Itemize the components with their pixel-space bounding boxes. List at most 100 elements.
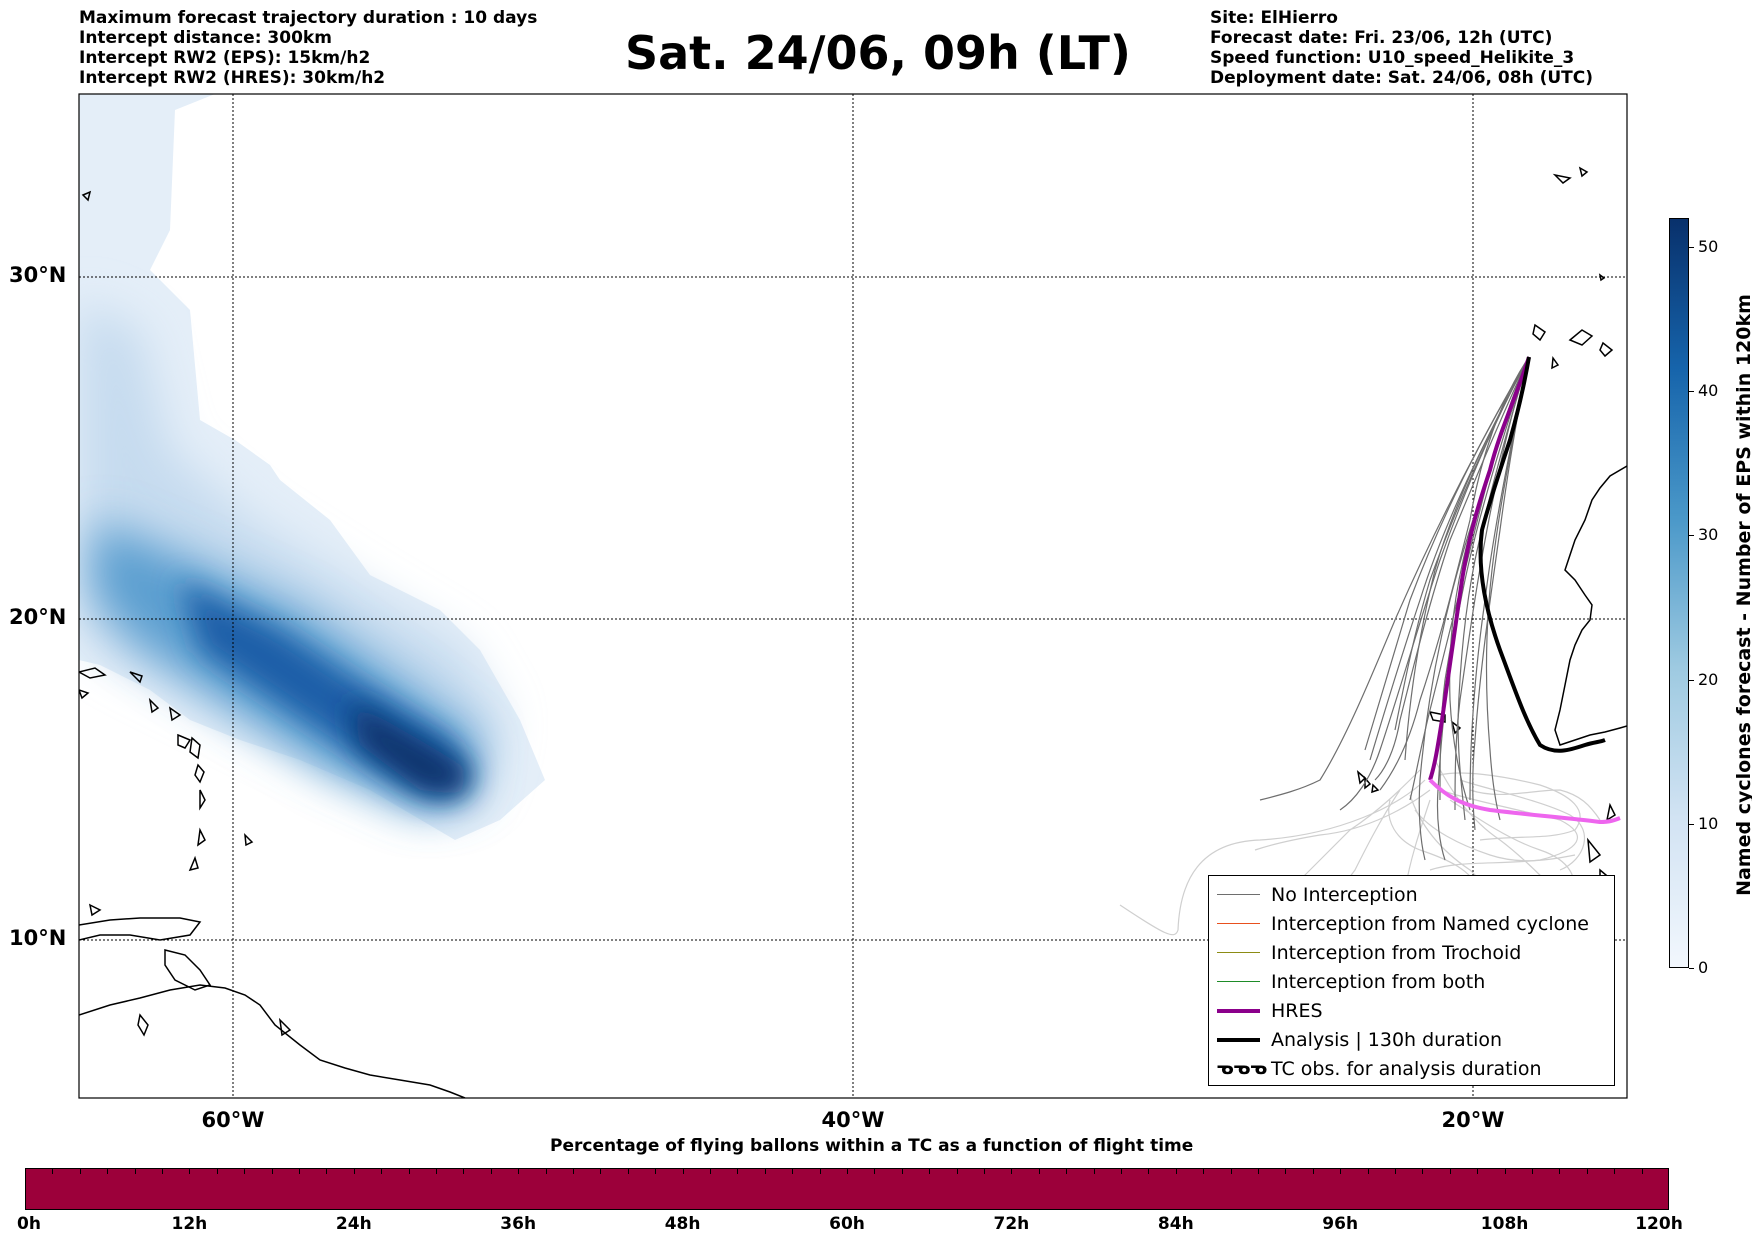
legend-swatch — [1217, 952, 1260, 953]
island-bermuda — [81, 190, 92, 202]
coast-south-america — [79, 984, 466, 1098]
island-tobago — [278, 1017, 292, 1037]
colorbar — [1669, 218, 1689, 968]
bottom-bar-minor-tick — [107, 1168, 109, 1174]
intercept-hres-text: Intercept RW2 (HRES): 30km/h2 — [79, 68, 386, 88]
island-cape-verde-5 — [1371, 783, 1380, 794]
early-traj-17 — [1485, 356, 1530, 821]
bottom-bar-minor-tick — [162, 1168, 163, 1174]
legend-item-no-interception: No Interception — [1209, 882, 1614, 908]
lon-label-60w: 60°W — [201, 1108, 265, 1132]
bottom-bar-title: Percentage of flying ballons within a TC… — [550, 1136, 1194, 1156]
colorbar-gradient — [1669, 218, 1689, 968]
bottom-bar-minor-tick — [1614, 1168, 1616, 1174]
legend-label: Interception from Trochoid — [1271, 942, 1522, 964]
bottom-bar-minor-tick — [326, 1168, 328, 1174]
legend-item-named-cyclone: Interception from Named cyclone — [1209, 911, 1614, 937]
legend-swatch — [1217, 894, 1260, 895]
late-traj-8 — [1319, 789, 1401, 901]
bottom-bar-minor-tick — [901, 1168, 903, 1174]
deployment-date-text: Deployment date: Sat. 24/06, 08h (UTC) — [1210, 68, 1594, 88]
late-traj-3 — [1299, 769, 1421, 881]
early-traj-7 — [1457, 356, 1530, 821]
legend-label: Interception from both — [1271, 971, 1486, 993]
late-traj-10 — [1414, 809, 1576, 862]
bottom-bar-minor-tick — [299, 1168, 300, 1174]
trajectories-early — [1259, 356, 1530, 861]
bottom-bar-minor-tick — [1285, 1168, 1287, 1174]
bottom-bar-tick-label: 36h — [500, 1214, 537, 1234]
colorbar-tick — [1689, 246, 1694, 248]
early-traj-8 — [1394, 356, 1530, 731]
late-traj-4 — [1439, 772, 1581, 841]
late-traj-14 — [1409, 794, 1491, 891]
island-madeira-2 — [1578, 166, 1589, 178]
bottom-bar-minor-tick — [1258, 1168, 1259, 1174]
late-traj-5 — [1429, 789, 1579, 871]
bottom-bar-minor-tick — [1532, 1168, 1533, 1174]
bottom-bar-minor-tick — [1011, 1168, 1013, 1174]
island-antigua — [168, 706, 182, 722]
bottom-bar-minor-tick — [1449, 1168, 1451, 1174]
bottom-bar-minor-tick — [1066, 1168, 1068, 1174]
late-traj-13 — [1434, 759, 1556, 891]
island-puerto-rico — [79, 667, 107, 679]
bottom-bar-tick-label: 60h — [829, 1214, 865, 1234]
bottom-bar-minor-tick — [874, 1168, 876, 1174]
legend-label: Analysis | 130h duration — [1271, 1029, 1503, 1051]
bottom-bar-tick-label: 96h — [1322, 1214, 1359, 1234]
lat-label-20n: 20°N — [9, 605, 67, 629]
bottom-bar-tick-label: 108h — [1480, 1214, 1529, 1234]
bottom-bar-minor-tick — [929, 1168, 931, 1174]
bottom-bar-tick-label: 84h — [1157, 1214, 1194, 1234]
analysis-trajectory — [1478, 356, 1606, 753]
bottom-bar-minor-tick — [490, 1168, 492, 1174]
late-traj-2 — [1254, 789, 1431, 851]
speed-function-text: Speed function: U10_speed_Helikite_3 — [1210, 48, 1575, 68]
bottom-bar-tick-label: 48h — [664, 1214, 701, 1234]
bottom-percentage-bar — [25, 1168, 1669, 1210]
lon-label-40w: 40°W — [821, 1108, 885, 1132]
colorbar-tick-label: 30 — [1698, 525, 1719, 545]
late-traj-9 — [1459, 779, 1586, 871]
legend-swatch — [1217, 981, 1260, 982]
coast-venezuela — [79, 917, 202, 941]
bottom-bar-tick-label: 0h — [17, 1214, 41, 1234]
bottom-bar-tick-label: 120h — [1635, 1214, 1683, 1234]
bottom-bar-minor-tick — [79, 1168, 81, 1174]
trajectories-late — [1119, 759, 1601, 936]
legend-item-trochoid: Interception from Trochoid — [1209, 940, 1614, 966]
island-guadeloupe — [177, 733, 192, 749]
site-text: Site: ElHierro — [1210, 8, 1338, 28]
bottom-bar-minor-tick — [1148, 1168, 1150, 1174]
bottom-bar-minor-tick — [518, 1168, 520, 1174]
map-frame — [78, 93, 1628, 1099]
island-lesser-antilles-3 — [199, 789, 206, 811]
bottom-bar-minor-tick — [353, 1168, 355, 1174]
bottom-bar-minor-tick — [600, 1168, 602, 1174]
bottom-bar-minor-tick — [1422, 1168, 1424, 1174]
island-canary-3 — [1599, 341, 1614, 358]
lat-label-30n: 30°N — [9, 263, 67, 287]
bottom-bar-minor-tick — [710, 1168, 711, 1174]
bottom-bar-minor-tick — [984, 1168, 985, 1174]
header-right: Site: ElHierro Forecast date: Fri. 23/06… — [1210, 8, 1593, 88]
bottom-bar-minor-tick — [216, 1168, 218, 1174]
forecast-date-text: Forecast date: Fri. 23/06, 12h (UTC) — [1210, 28, 1553, 48]
legend-swatch — [1217, 923, 1260, 924]
island-lesser-antilles-2 — [194, 763, 205, 784]
bottom-bar-minor-tick — [792, 1168, 794, 1174]
bottom-bar-minor-tick — [1559, 1168, 1561, 1174]
legend-item-analysis: Analysis | 130h duration — [1209, 1027, 1614, 1053]
colorbar-tick-label: 0 — [1698, 958, 1709, 977]
island-aruba — [88, 903, 102, 917]
bottom-bar-minor-tick — [627, 1168, 629, 1174]
bottom-bar-minor-tick — [1230, 1168, 1232, 1174]
colorbar-tick — [1689, 968, 1694, 969]
island-virgin-1 — [129, 671, 143, 684]
bottom-bar-minor-tick — [573, 1168, 574, 1174]
colorbar-tick-label: 40 — [1698, 381, 1719, 401]
island-lesser-antilles-4 — [197, 827, 206, 847]
island-trinidad — [164, 949, 212, 991]
colorbar-tick — [1689, 391, 1694, 393]
